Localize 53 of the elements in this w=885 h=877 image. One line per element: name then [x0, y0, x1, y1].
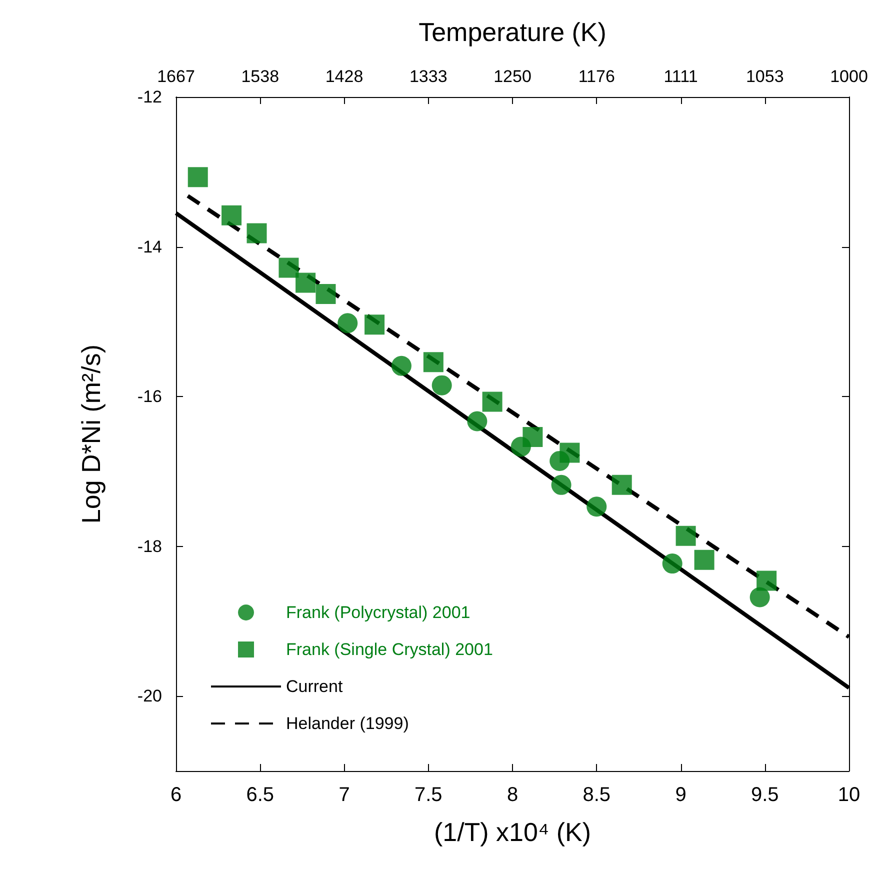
- point: [560, 442, 580, 463]
- text: 1053: [746, 67, 784, 86]
- x-axis-title: (1/T) x10⁴ (K): [434, 817, 592, 847]
- text: 1667: [157, 67, 195, 86]
- y-axis-title: Log D*Ni (m²/s): [76, 344, 106, 524]
- x-tick-label: 6: [170, 784, 182, 806]
- text: 1176: [578, 67, 615, 86]
- point: [296, 272, 316, 293]
- x-tick-label: 9: [675, 784, 686, 806]
- y-tick-label: -16: [137, 387, 162, 406]
- x-tick-label: 7: [338, 784, 350, 806]
- y-tick-label: -14: [137, 237, 162, 256]
- legend-label: Current: [286, 677, 343, 696]
- x-tick-label: 10: [838, 784, 860, 806]
- x-tick-label: 9.5: [750, 784, 779, 806]
- point: [391, 356, 412, 376]
- text: 1111: [664, 67, 698, 86]
- point: [423, 352, 444, 372]
- y-tick-label: -12: [137, 88, 162, 106]
- text: 1538: [241, 67, 280, 86]
- point: [316, 284, 336, 304]
- x-tick-label: 7.5: [414, 784, 442, 806]
- point: [586, 496, 607, 517]
- text: 1333: [409, 67, 448, 86]
- point: [364, 314, 385, 335]
- point: [676, 526, 696, 546]
- y-tick-label: -18: [137, 536, 162, 556]
- text: 1000: [830, 67, 868, 86]
- point: [522, 426, 543, 447]
- point: [551, 474, 572, 495]
- y-tick-label: -20: [137, 686, 162, 706]
- point: [482, 392, 502, 412]
- x-tick-label: 8.5: [582, 784, 611, 806]
- point: [432, 375, 452, 396]
- text: 1428: [325, 67, 364, 86]
- point: [278, 258, 299, 278]
- point: [246, 223, 267, 244]
- x-tick-label: 8: [506, 784, 518, 806]
- text: 1250: [494, 67, 532, 86]
- point: [467, 411, 488, 432]
- point: [612, 474, 632, 495]
- x-tick-label: 6.5: [246, 784, 274, 806]
- legend-label: Helander (1999): [286, 714, 409, 733]
- point: [694, 550, 714, 570]
- point: [662, 554, 682, 574]
- point: [756, 570, 777, 591]
- x2-axis-title: Temperature (K): [418, 17, 606, 47]
- legend-label: Frank (Single Crystal) 2001: [286, 640, 493, 659]
- point: [188, 167, 208, 188]
- point: [338, 313, 358, 334]
- point: [750, 587, 770, 608]
- point: [222, 205, 242, 226]
- legend-label: Frank (Polycrystal) 2001: [286, 603, 470, 622]
